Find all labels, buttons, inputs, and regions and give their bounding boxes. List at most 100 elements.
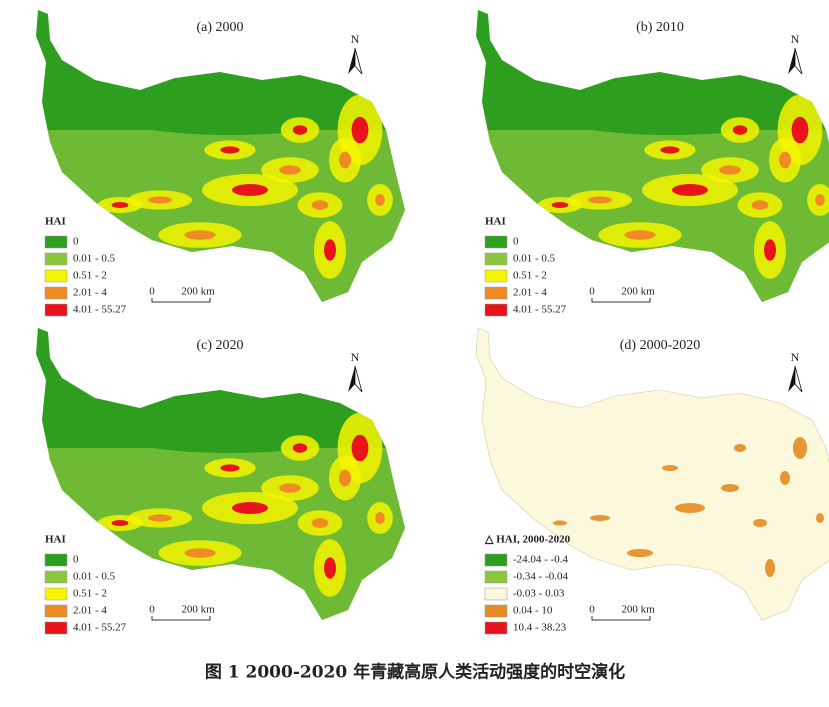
scale-label: 0 <box>149 286 155 298</box>
legend-label: 0.51 - 2 <box>513 270 547 282</box>
map-zone <box>351 116 369 144</box>
panel: (a) 2000 N HAI 0 0.01 - 0.5 0.51 - 2 2.01 - 4 4… <box>36 10 405 317</box>
north-arrow <box>788 366 795 392</box>
north-arrow <box>354 47 363 75</box>
map-zone <box>311 200 329 210</box>
map-zone <box>184 230 216 240</box>
map-zone <box>232 184 268 196</box>
map-zone <box>540 85 800 135</box>
legend-label: 4.01 - 55.27 <box>513 304 567 316</box>
map-zone <box>351 434 369 462</box>
north-arrow <box>348 366 355 392</box>
legend-title: HAI <box>485 216 506 228</box>
map-zone <box>184 548 216 558</box>
north-label: N <box>791 350 800 364</box>
legend-label: 0.01 - 0.5 <box>513 253 556 265</box>
map-zone <box>816 513 824 523</box>
legend-label: -0.03 - 0.03 <box>513 588 565 600</box>
map-zone <box>751 200 769 210</box>
map-zone <box>721 484 739 492</box>
scale-label: 0 <box>149 604 155 616</box>
map-zone <box>672 184 708 196</box>
map-zone <box>100 403 360 453</box>
legend-swatch <box>44 286 68 300</box>
legend-title: △ HAI, 2000-2020 <box>484 534 571 546</box>
legend-swatch <box>484 286 508 300</box>
map-zone <box>675 503 705 513</box>
legend-title: HAI <box>45 534 66 546</box>
scale-label: 200 km <box>181 286 215 298</box>
panel: (b) 2010 N HAI 0 0.01 - 0.5 0.51 - 2 2.01 - 4 4… <box>476 10 829 317</box>
caption: 图 1 2000-2020 年青藏高原人类活动强度的时空演化 <box>205 662 625 683</box>
north-label: N <box>351 32 360 46</box>
map-zone <box>590 515 610 521</box>
scale-bar <box>591 298 651 303</box>
legend-swatch <box>484 621 508 635</box>
map-zone <box>375 512 385 524</box>
legend-swatch <box>44 269 68 283</box>
legend-swatch <box>44 570 68 584</box>
map-zone <box>662 465 678 471</box>
map-zone <box>100 85 360 135</box>
panel-title: (d) 2000-2020 <box>620 338 701 353</box>
map-zone <box>292 443 308 453</box>
map-zone <box>624 230 656 240</box>
panel: (c) 2020 N HAI 0 0.01 - 0.5 0.51 - 2 2.01 - 4 4… <box>36 328 405 635</box>
map-zone <box>324 557 336 579</box>
legend-label: 4.01 - 55.27 <box>73 622 127 634</box>
scale-bar <box>591 616 651 621</box>
north-arrow <box>794 365 803 393</box>
map-zone <box>220 146 240 154</box>
legend-label: 2.01 - 4 <box>73 605 107 617</box>
panel-title: (c) 2020 <box>196 338 243 353</box>
legend-label: 0 <box>73 236 79 248</box>
map-zone <box>764 239 776 261</box>
map-zone <box>553 520 567 526</box>
map-zone <box>148 514 172 522</box>
legend-label: -0.34 - -0.04 <box>513 571 568 583</box>
legend-swatch <box>484 604 508 618</box>
map-zone <box>148 196 172 204</box>
map-zone <box>279 165 301 175</box>
legend-swatch <box>484 269 508 283</box>
panel-title: (a) 2000 <box>196 20 243 35</box>
map-zone <box>791 116 809 144</box>
map-zone <box>627 549 653 557</box>
scale-label: 200 km <box>621 604 655 616</box>
map-zone <box>765 559 775 577</box>
map-zone <box>753 519 767 527</box>
map-zone <box>732 125 748 135</box>
map-zone <box>324 239 336 261</box>
north-arrow <box>354 365 363 393</box>
map-zone <box>111 520 129 526</box>
map-zone <box>660 146 680 154</box>
map-zone <box>734 444 746 452</box>
legend-swatch <box>484 303 508 317</box>
scale-bar <box>151 616 211 621</box>
map-detail <box>553 437 824 577</box>
legend-swatch <box>44 621 68 635</box>
legend-swatch <box>484 587 508 601</box>
legend-label: 0.01 - 0.5 <box>73 571 116 583</box>
legend-swatch <box>484 570 508 584</box>
north-arrow <box>794 47 803 75</box>
panel: (d) 2000-2020 N △ HAI, 2000-2020 -24.04 - -… <box>475 327 829 635</box>
legend-label: 0.51 - 2 <box>73 270 107 282</box>
panel-title: (b) 2010 <box>636 20 684 35</box>
map-zone <box>311 518 329 528</box>
legend-swatch <box>44 553 68 567</box>
legend-swatch <box>44 303 68 317</box>
legend-label: 10.4 - 38.23 <box>513 622 567 634</box>
map-zone <box>339 151 351 169</box>
north-arrow <box>788 48 795 74</box>
legend-label: -24.04 - -0.4 <box>513 554 568 566</box>
scale-label: 0 <box>589 286 595 298</box>
legend-swatch <box>44 587 68 601</box>
legend-label: 0 <box>513 236 519 248</box>
map-zone <box>339 469 351 487</box>
north-label: N <box>791 32 800 46</box>
map-zone <box>292 125 308 135</box>
map-zone <box>232 502 268 514</box>
legend-swatch <box>44 252 68 266</box>
map-zone <box>588 196 612 204</box>
